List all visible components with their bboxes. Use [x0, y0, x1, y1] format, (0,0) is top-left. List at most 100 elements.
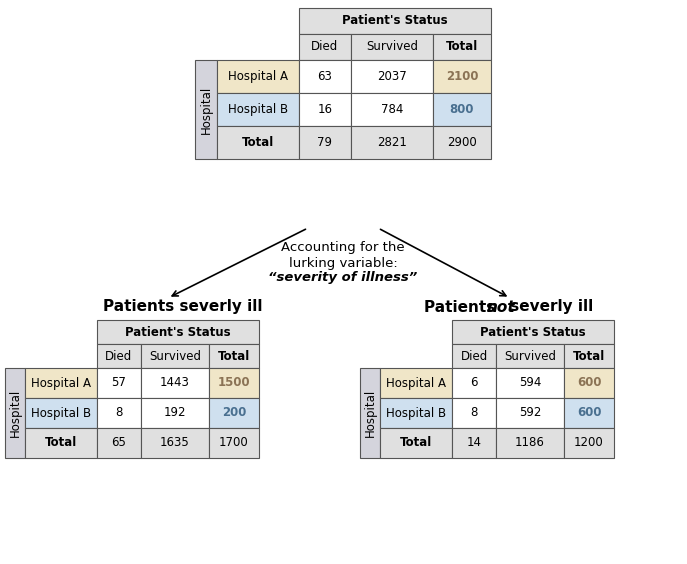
Text: 57: 57 — [111, 377, 126, 390]
Bar — [97, 320, 259, 344]
Text: 8: 8 — [115, 407, 123, 420]
Text: 2900: 2900 — [447, 136, 477, 149]
Text: Hospital B: Hospital B — [31, 407, 91, 420]
Bar — [97, 398, 141, 428]
Bar — [433, 60, 491, 93]
Bar — [452, 344, 496, 368]
Text: 1500: 1500 — [218, 377, 250, 390]
Text: lurking variable:: lurking variable: — [289, 257, 397, 270]
Text: Hospital B: Hospital B — [386, 407, 446, 420]
Bar — [496, 398, 564, 428]
Bar — [299, 60, 351, 93]
Text: Total: Total — [242, 136, 274, 149]
Text: Hospital B: Hospital B — [228, 103, 288, 116]
Text: Total: Total — [573, 350, 605, 363]
Bar — [25, 398, 97, 428]
Text: Patient's Status: Patient's Status — [342, 15, 448, 28]
Bar — [452, 398, 496, 428]
Bar — [217, 93, 299, 126]
Text: Total: Total — [446, 41, 478, 54]
Text: 592: 592 — [519, 407, 541, 420]
Bar — [97, 344, 141, 368]
Bar — [496, 344, 564, 368]
Bar — [25, 368, 97, 398]
Text: 192: 192 — [164, 407, 186, 420]
Bar — [564, 344, 614, 368]
Text: 594: 594 — [519, 377, 541, 390]
Bar — [209, 398, 259, 428]
Bar — [351, 93, 433, 126]
Text: Died: Died — [105, 350, 133, 363]
Text: 8: 8 — [471, 407, 477, 420]
Bar — [433, 126, 491, 159]
Bar — [195, 60, 217, 159]
Bar — [452, 320, 614, 344]
Bar — [97, 428, 141, 458]
Text: Survived: Survived — [366, 41, 418, 54]
Text: Died: Died — [460, 350, 488, 363]
Text: 200: 200 — [222, 407, 246, 420]
Text: 1700: 1700 — [219, 437, 249, 450]
Text: 600: 600 — [577, 407, 601, 420]
Text: Patient's Status: Patient's Status — [480, 325, 586, 338]
Text: Survived: Survived — [149, 350, 201, 363]
Text: Hospital A: Hospital A — [386, 377, 446, 390]
Bar — [496, 368, 564, 398]
Text: Died: Died — [311, 41, 339, 54]
Text: 1443: 1443 — [160, 377, 190, 390]
Text: 1200: 1200 — [574, 437, 604, 450]
Text: severly ill: severly ill — [505, 299, 594, 315]
Bar — [299, 34, 351, 60]
Text: 600: 600 — [577, 377, 601, 390]
Bar — [299, 93, 351, 126]
Bar — [433, 93, 491, 126]
Text: Patient's Status: Patient's Status — [125, 325, 231, 338]
Bar — [380, 428, 452, 458]
Bar — [217, 60, 299, 93]
Bar — [380, 368, 452, 398]
Bar — [25, 428, 97, 458]
Bar — [217, 126, 299, 159]
Bar — [299, 8, 491, 34]
Text: Hospital: Hospital — [8, 389, 21, 437]
Bar — [452, 368, 496, 398]
Text: 2821: 2821 — [377, 136, 407, 149]
Text: 65: 65 — [111, 437, 126, 450]
Bar — [209, 344, 259, 368]
Text: 2037: 2037 — [377, 70, 407, 83]
Bar — [564, 398, 614, 428]
Text: Patients severly ill: Patients severly ill — [103, 299, 262, 315]
Text: 800: 800 — [450, 103, 474, 116]
Text: not: not — [487, 299, 516, 315]
Bar — [141, 368, 209, 398]
Bar — [351, 60, 433, 93]
Bar — [564, 368, 614, 398]
Text: Hospital A: Hospital A — [228, 70, 288, 83]
Text: Total: Total — [218, 350, 250, 363]
Text: 1635: 1635 — [160, 437, 190, 450]
Bar — [351, 34, 433, 60]
Text: Total: Total — [45, 437, 77, 450]
Bar — [5, 368, 25, 458]
Bar — [141, 344, 209, 368]
Bar — [380, 398, 452, 428]
Bar — [209, 368, 259, 398]
Text: Hospital: Hospital — [363, 389, 376, 437]
Text: 16: 16 — [317, 103, 333, 116]
Bar — [496, 428, 564, 458]
Text: 14: 14 — [466, 437, 482, 450]
Text: Hospital A: Hospital A — [31, 377, 91, 390]
Bar — [564, 428, 614, 458]
Text: Accounting for the: Accounting for the — [281, 241, 405, 254]
Bar — [141, 428, 209, 458]
Text: “severity of illness”: “severity of illness” — [269, 271, 418, 284]
Text: 784: 784 — [381, 103, 403, 116]
Text: 79: 79 — [317, 136, 333, 149]
Text: 6: 6 — [470, 377, 477, 390]
Bar — [351, 126, 433, 159]
Text: 63: 63 — [317, 70, 333, 83]
Text: Total: Total — [400, 437, 432, 450]
Bar — [433, 34, 491, 60]
Text: 1186: 1186 — [515, 437, 545, 450]
Bar — [209, 428, 259, 458]
